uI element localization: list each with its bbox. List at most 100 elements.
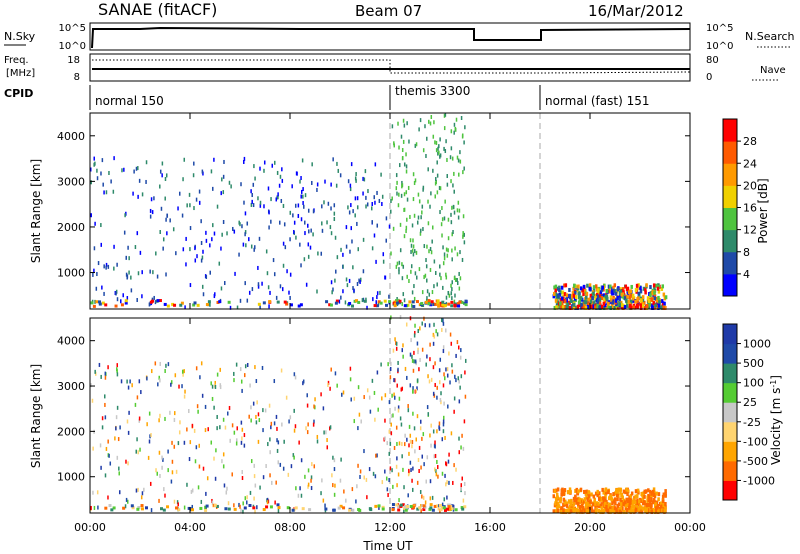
power-echo	[100, 223, 102, 228]
velocity-scatter-layer	[90, 315, 667, 514]
velocity-echo	[428, 323, 431, 328]
velocity-echo	[173, 499, 176, 504]
velocity-echo	[158, 450, 161, 455]
power-echo	[382, 252, 385, 257]
velocity-ground-echo	[144, 506, 148, 510]
power-ground-echo	[196, 303, 200, 307]
velocity-echo	[280, 368, 283, 373]
power-echo	[560, 301, 564, 306]
power-echo	[565, 305, 569, 310]
power-echo	[438, 144, 440, 149]
velocity-echo	[156, 471, 158, 476]
velocity-echo	[414, 359, 417, 364]
velocity-echo	[441, 471, 444, 476]
power-echo	[578, 303, 581, 308]
power-echo	[132, 191, 134, 196]
power-echo	[407, 185, 410, 190]
power-echo	[344, 300, 347, 305]
velocity-echo	[591, 502, 595, 507]
power-echo	[193, 206, 195, 211]
power-echo	[445, 139, 447, 144]
power-echo	[629, 299, 633, 304]
velocity-ground-echo	[436, 504, 440, 508]
velocity-echo	[579, 508, 582, 513]
velocity-echo	[378, 505, 380, 510]
power-echo	[245, 243, 247, 248]
velocity-echo	[254, 483, 257, 488]
velocity-echo	[143, 487, 145, 492]
velocity-echo	[650, 491, 653, 496]
velocity-echo	[458, 379, 460, 384]
velocity-echo	[617, 502, 621, 507]
velocity-echo	[242, 509, 244, 514]
power-echo	[342, 252, 344, 257]
power-echo	[447, 217, 450, 222]
power-echo	[573, 302, 576, 307]
power-echo	[105, 262, 108, 267]
power-echo	[401, 302, 403, 307]
velocity-echo	[164, 416, 166, 421]
velocity-echo	[664, 501, 667, 506]
power-echo	[201, 169, 204, 174]
velocity-echo	[241, 436, 243, 441]
velocity-echo	[211, 384, 214, 389]
power-echo	[602, 297, 606, 302]
velocity-echo	[577, 501, 580, 506]
velocity-echo	[302, 381, 304, 386]
power-echo	[612, 297, 616, 302]
power-ground-echo	[460, 300, 464, 304]
velocity-echo	[136, 395, 139, 400]
x-tick-label: 04:00	[174, 521, 206, 534]
velocity-echo	[365, 477, 368, 482]
velocity-echo	[201, 393, 204, 398]
power-echo	[451, 257, 453, 262]
power-echo	[115, 291, 117, 296]
power-echo	[450, 146, 453, 151]
velocity-echo	[416, 378, 419, 383]
velocity-echo	[356, 484, 358, 489]
velocity-echo	[604, 494, 607, 499]
velocity-echo	[194, 459, 197, 464]
power-echo	[603, 303, 607, 308]
velocity-ground-echo	[277, 506, 281, 510]
velocity-echo	[243, 433, 246, 438]
nsearch-tick-bottom: 10^0	[706, 41, 733, 52]
power-echo	[649, 293, 652, 298]
power-echo	[607, 304, 610, 309]
power-scatter-layer	[90, 112, 668, 310]
power-echo	[361, 298, 364, 303]
power-echo	[405, 225, 408, 230]
velocity-ground-echo	[166, 505, 170, 509]
power-echo	[261, 281, 263, 286]
power-echo	[463, 166, 465, 171]
velocity-echo	[455, 378, 457, 383]
velocity-echo	[183, 505, 186, 510]
velocity-ground-echo	[140, 507, 144, 511]
velocity-echo	[424, 500, 427, 505]
velocity-echo	[161, 455, 163, 460]
velocity-ground-echo	[286, 506, 290, 510]
power-ground-echo	[92, 304, 96, 308]
velocity-echo	[612, 492, 615, 497]
velocity-echo	[198, 464, 201, 469]
power-echo	[100, 171, 102, 176]
velocity-echo	[310, 478, 312, 483]
power-echo	[442, 285, 444, 290]
power-echo	[398, 270, 400, 275]
power-echo	[311, 162, 313, 167]
velocity-echo	[448, 452, 450, 457]
velocity-echo	[590, 492, 593, 497]
velocity-echo	[452, 480, 454, 485]
velocity-ground-echo	[443, 508, 447, 512]
velocity-echo	[90, 505, 92, 510]
velocity-echo	[394, 378, 396, 383]
power-echo	[651, 290, 655, 295]
velocity-echo	[391, 393, 393, 398]
velocity-echo	[413, 359, 415, 364]
power-echo	[414, 143, 417, 148]
power-ground-echo	[218, 300, 222, 304]
velocity-colorbar-segment	[723, 363, 737, 384]
velocity-echo	[615, 489, 618, 494]
velocity-echo	[351, 487, 354, 492]
velocity-echo	[241, 476, 244, 481]
